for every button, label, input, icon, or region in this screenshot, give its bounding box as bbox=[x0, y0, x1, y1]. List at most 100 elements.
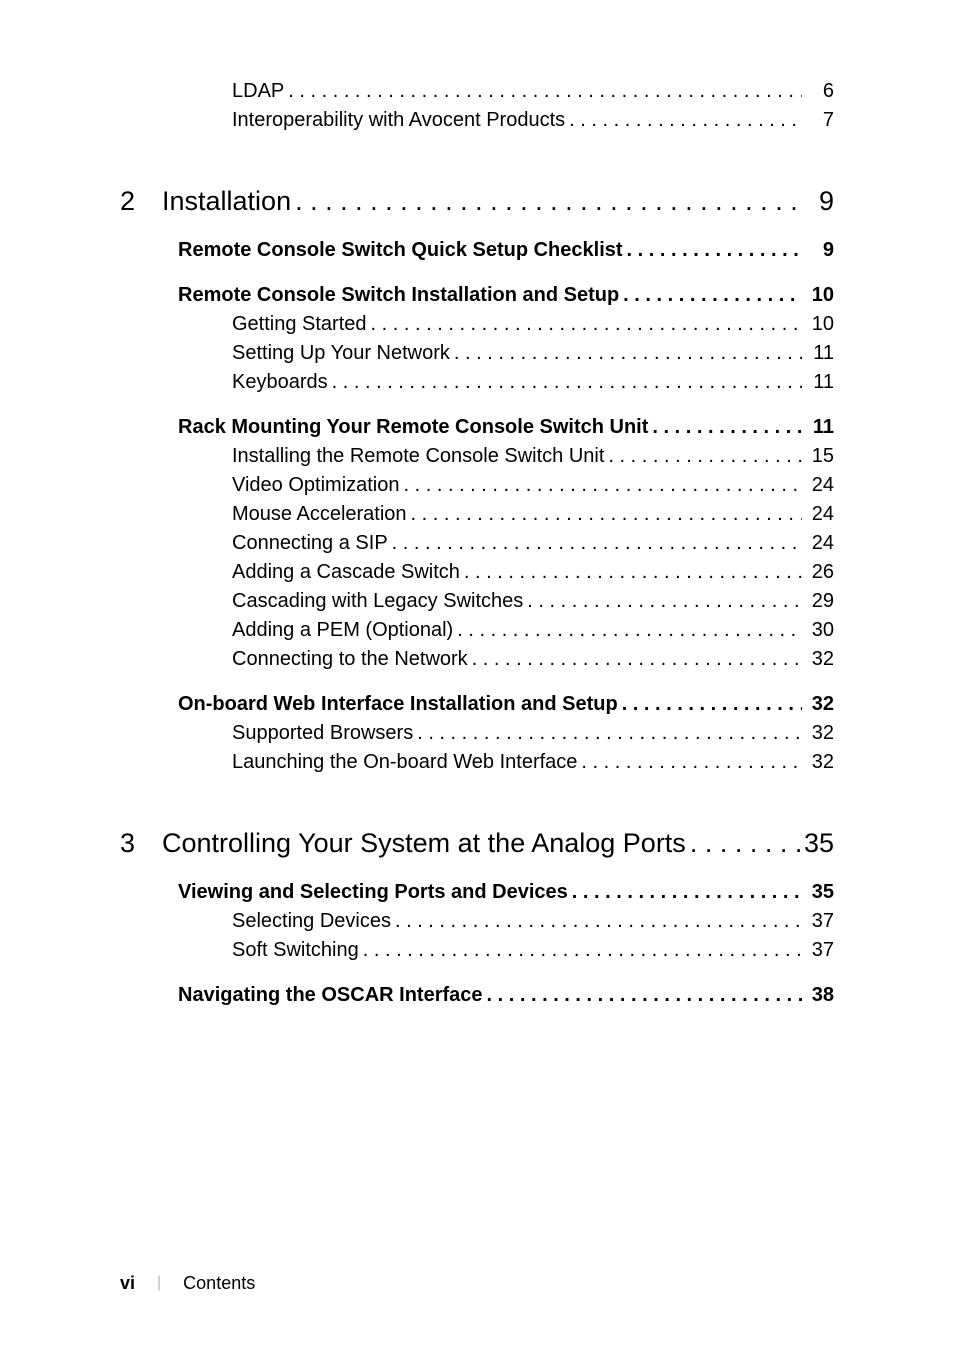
toc-section-page: 9 bbox=[806, 239, 834, 262]
dot-leader bbox=[652, 416, 802, 439]
dot-leader bbox=[627, 239, 802, 262]
dot-leader bbox=[288, 80, 802, 103]
dot-leader bbox=[472, 648, 802, 671]
toc-sub-page: 11 bbox=[806, 371, 834, 394]
toc-section-label: Remote Console Switch Quick Setup Checkl… bbox=[178, 239, 623, 262]
toc-section-row: Navigating the OSCAR Interface 38 bbox=[178, 984, 834, 1007]
toc-sub-page: 37 bbox=[806, 939, 834, 962]
toc-sub-page: 6 bbox=[806, 80, 834, 103]
toc-sub-row: Interoperability with Avocent Products 7 bbox=[232, 109, 834, 132]
dot-leader bbox=[417, 722, 802, 745]
toc-sub-label: LDAP bbox=[232, 80, 284, 103]
toc-sub-row: Setting Up Your Network 11 bbox=[232, 342, 834, 365]
toc-sub-row: Selecting Devices 37 bbox=[232, 910, 834, 933]
footer-page-number: vi bbox=[120, 1273, 135, 1294]
toc-chapter-row: 3Controlling Your System at the Analog P… bbox=[120, 828, 834, 859]
toc-sub-page: 32 bbox=[806, 751, 834, 774]
toc-chapter-label: 2Installation bbox=[120, 186, 291, 217]
toc-sub-label: Mouse Acceleration bbox=[232, 503, 407, 526]
dot-leader bbox=[392, 532, 802, 555]
dot-leader bbox=[395, 910, 802, 933]
toc-sub-page: 30 bbox=[806, 619, 834, 642]
footer-label: Contents bbox=[183, 1273, 255, 1294]
dot-leader bbox=[581, 751, 802, 774]
toc-sub-label: Video Optimization bbox=[232, 474, 400, 497]
dot-leader bbox=[332, 371, 802, 394]
dot-leader bbox=[527, 590, 802, 613]
toc-section-label: Navigating the OSCAR Interface bbox=[178, 984, 483, 1007]
toc-sub-label: Installing the Remote Console Switch Uni… bbox=[232, 445, 604, 468]
toc-sub-label: Selecting Devices bbox=[232, 910, 391, 933]
toc-sub-page: 32 bbox=[806, 722, 834, 745]
toc-sub-label: Setting Up Your Network bbox=[232, 342, 450, 365]
toc-sub-label: Soft Switching bbox=[232, 939, 359, 962]
dot-leader bbox=[371, 313, 802, 336]
dot-leader bbox=[295, 186, 802, 217]
dot-leader bbox=[622, 693, 802, 716]
toc-section-page: 11 bbox=[806, 416, 834, 439]
toc-sub-page: 15 bbox=[806, 445, 834, 468]
dot-leader bbox=[454, 342, 802, 365]
toc-section-page: 10 bbox=[806, 284, 834, 307]
dot-leader bbox=[457, 619, 802, 642]
toc-chapter-page: 35 bbox=[804, 828, 834, 859]
toc-section-label: Viewing and Selecting Ports and Devices bbox=[178, 881, 568, 904]
dot-leader bbox=[411, 503, 802, 526]
toc-sub-page: 37 bbox=[806, 910, 834, 933]
toc-sub-label: Connecting to the Network bbox=[232, 648, 468, 671]
footer-divider: | bbox=[157, 1274, 161, 1292]
page-footer: vi | Contents bbox=[120, 1273, 255, 1294]
toc-sub-label: Supported Browsers bbox=[232, 722, 413, 745]
toc-sub-page: 24 bbox=[806, 503, 834, 526]
toc-sub-label: Keyboards bbox=[232, 371, 328, 394]
dot-leader bbox=[608, 445, 802, 468]
toc-sub-page: 11 bbox=[806, 342, 834, 365]
toc-sub-row: Cascading with Legacy Switches 29 bbox=[232, 590, 834, 613]
toc-section-page: 38 bbox=[806, 984, 834, 1007]
toc-section-label: On-board Web Interface Installation and … bbox=[178, 693, 618, 716]
toc-sub-row: Getting Started 10 bbox=[232, 313, 834, 336]
toc-section-row: Remote Console Switch Quick Setup Checkl… bbox=[178, 239, 834, 262]
dot-leader bbox=[690, 828, 800, 859]
toc-sub-page: 7 bbox=[806, 109, 834, 132]
toc-sub-row: Connecting a SIP 24 bbox=[232, 532, 834, 555]
toc-sub-row: Supported Browsers 32 bbox=[232, 722, 834, 745]
toc-sub-row: Adding a Cascade Switch26 bbox=[232, 561, 834, 584]
toc-sub-page: 10 bbox=[806, 313, 834, 336]
toc-section-label: Remote Console Switch Installation and S… bbox=[178, 284, 619, 307]
toc-section-row: Viewing and Selecting Ports and Devices 3… bbox=[178, 881, 834, 904]
dot-leader bbox=[623, 284, 802, 307]
toc-sub-label: Connecting a SIP bbox=[232, 532, 388, 555]
toc-sub-label: Getting Started bbox=[232, 313, 367, 336]
toc-section-label: Rack Mounting Your Remote Console Switch… bbox=[178, 416, 648, 439]
toc-sub-page: 24 bbox=[806, 532, 834, 555]
toc-sub-label: Launching the On-board Web Interface bbox=[232, 751, 577, 774]
toc-sub-page: 26 bbox=[806, 561, 834, 584]
toc-sub-row: Mouse Acceleration 24 bbox=[232, 503, 834, 526]
toc-sub-label: Interoperability with Avocent Products bbox=[232, 109, 565, 132]
toc-page: LDAP 6 Interoperability with Avocent Produ… bbox=[0, 0, 954, 1352]
toc-sub-row: Soft Switching 37 bbox=[232, 939, 834, 962]
toc-section-row: Remote Console Switch Installation and S… bbox=[178, 284, 834, 307]
toc-sub-row: Adding a PEM (Optional)30 bbox=[232, 619, 834, 642]
toc-sub-label: Cascading with Legacy Switches bbox=[232, 590, 523, 613]
dot-leader bbox=[572, 881, 802, 904]
toc-sub-row: Launching the On-board Web Interface 32 bbox=[232, 751, 834, 774]
toc-chapter-row: 2Installation9 bbox=[120, 186, 834, 217]
dot-leader bbox=[363, 939, 802, 962]
toc-sub-row: LDAP 6 bbox=[232, 80, 834, 103]
dot-leader bbox=[487, 984, 802, 1007]
toc-section-page: 32 bbox=[806, 693, 834, 716]
toc-section-page: 35 bbox=[806, 881, 834, 904]
toc-sub-row: Connecting to the Network32 bbox=[232, 648, 834, 671]
dot-leader bbox=[464, 561, 802, 584]
toc-sub-page: 29 bbox=[806, 590, 834, 613]
dot-leader bbox=[569, 109, 802, 132]
toc-section-row: On-board Web Interface Installation and … bbox=[178, 693, 834, 716]
toc-sub-row: Keyboards 11 bbox=[232, 371, 834, 394]
toc-sub-page: 24 bbox=[806, 474, 834, 497]
toc-sub-row: Installing the Remote Console Switch Uni… bbox=[232, 445, 834, 468]
toc-chapter-label: 3Controlling Your System at the Analog P… bbox=[120, 828, 686, 859]
toc-sub-row: Video Optimization 24 bbox=[232, 474, 834, 497]
dot-leader bbox=[404, 474, 803, 497]
